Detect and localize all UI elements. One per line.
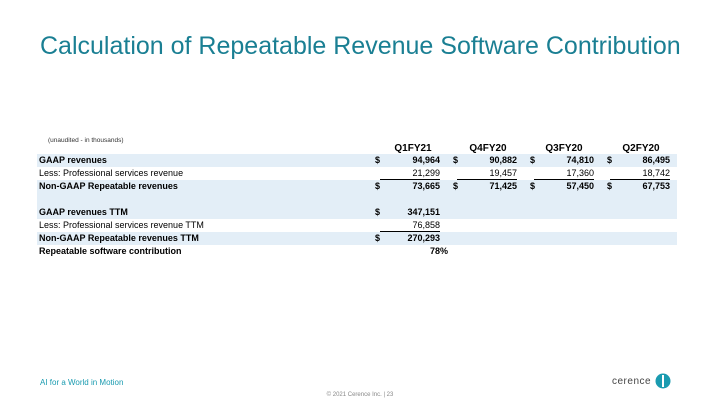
cell-value: 78% — [429, 246, 448, 256]
footer-tagline: AI for a World in Motion — [40, 378, 124, 387]
table-note: (unaudited - in thousands) — [48, 137, 124, 144]
table-row-professional-services: Less: Professional services revenue 21,2… — [37, 167, 677, 180]
cell-value: 270,293 — [407, 233, 440, 243]
row-label: Non-GAAP Repeatable revenues TTM — [39, 233, 199, 243]
currency-symbol: $ — [375, 155, 381, 165]
page-title: Calculation of Repeatable Revenue Softwa… — [40, 32, 681, 60]
row-label: Less: Professional services revenue TTM — [39, 220, 204, 230]
row-label: Non-GAAP Repeatable revenues — [39, 181, 178, 191]
table-row-non-gaap-repeatable: Non-GAAP Repeatable revenues $ 73,665 $ … — [37, 180, 677, 193]
currency-symbol: $ — [530, 155, 536, 165]
footer-copyright: © 2021 Cerence Inc. | 23 — [326, 392, 394, 398]
table-spacer-row — [37, 193, 677, 206]
cell-value: 67,753 — [642, 181, 670, 191]
logo-mark-icon — [655, 373, 671, 389]
table-row-gaap-revenues: GAAP revenues $ 94,964 $ 90,882 $ 74,810… — [37, 154, 677, 167]
column-header-q1fy21: Q1FY21 — [394, 143, 432, 154]
cell-value: 73,665 — [412, 181, 440, 191]
table-row-non-gaap-repeatable-ttm: Non-GAAP Repeatable revenues TTM $ 270,2… — [37, 232, 677, 245]
currency-symbol: $ — [530, 181, 536, 191]
table-row-software-contribution: Repeatable software contribution 78% — [37, 245, 677, 258]
currency-symbol: $ — [375, 207, 381, 217]
cell-value: 19,457 — [457, 167, 517, 180]
cell-value: 57,450 — [566, 181, 594, 191]
column-header-q3fy20: Q3FY20 — [545, 143, 583, 154]
cell-value: 86,495 — [642, 155, 670, 165]
column-header-q2fy20: Q2FY20 — [622, 143, 660, 154]
currency-symbol: $ — [375, 181, 381, 191]
currency-symbol: $ — [607, 181, 613, 191]
table-row-professional-services-ttm: Less: Professional services revenue TTM … — [37, 219, 677, 232]
cell-value: 94,964 — [412, 155, 440, 165]
cell-value: 76,858 — [380, 219, 440, 232]
cell-value: 21,299 — [380, 167, 440, 180]
cell-value: 90,882 — [489, 155, 517, 165]
row-label: Repeatable software contribution — [39, 246, 182, 256]
row-label: GAAP revenues — [39, 155, 107, 165]
cell-value: 74,810 — [566, 155, 594, 165]
currency-symbol: $ — [607, 155, 613, 165]
table-row-gaap-revenues-ttm: GAAP revenues TTM $ 347,151 — [37, 206, 677, 219]
row-label: GAAP revenues TTM — [39, 207, 128, 217]
currency-symbol: $ — [453, 181, 459, 191]
cell-value: 18,742 — [610, 167, 670, 180]
currency-symbol: $ — [375, 233, 381, 243]
currency-symbol: $ — [453, 155, 459, 165]
logo-text: cerence — [612, 375, 652, 387]
column-header-q4fy20: Q4FY20 — [469, 143, 507, 154]
cell-value: 17,360 — [534, 167, 594, 180]
cell-value: 71,425 — [489, 181, 517, 191]
cell-value: 347,151 — [407, 207, 440, 217]
row-label: Less: Professional services revenue — [39, 168, 184, 178]
company-logo: cerence — [612, 373, 671, 389]
